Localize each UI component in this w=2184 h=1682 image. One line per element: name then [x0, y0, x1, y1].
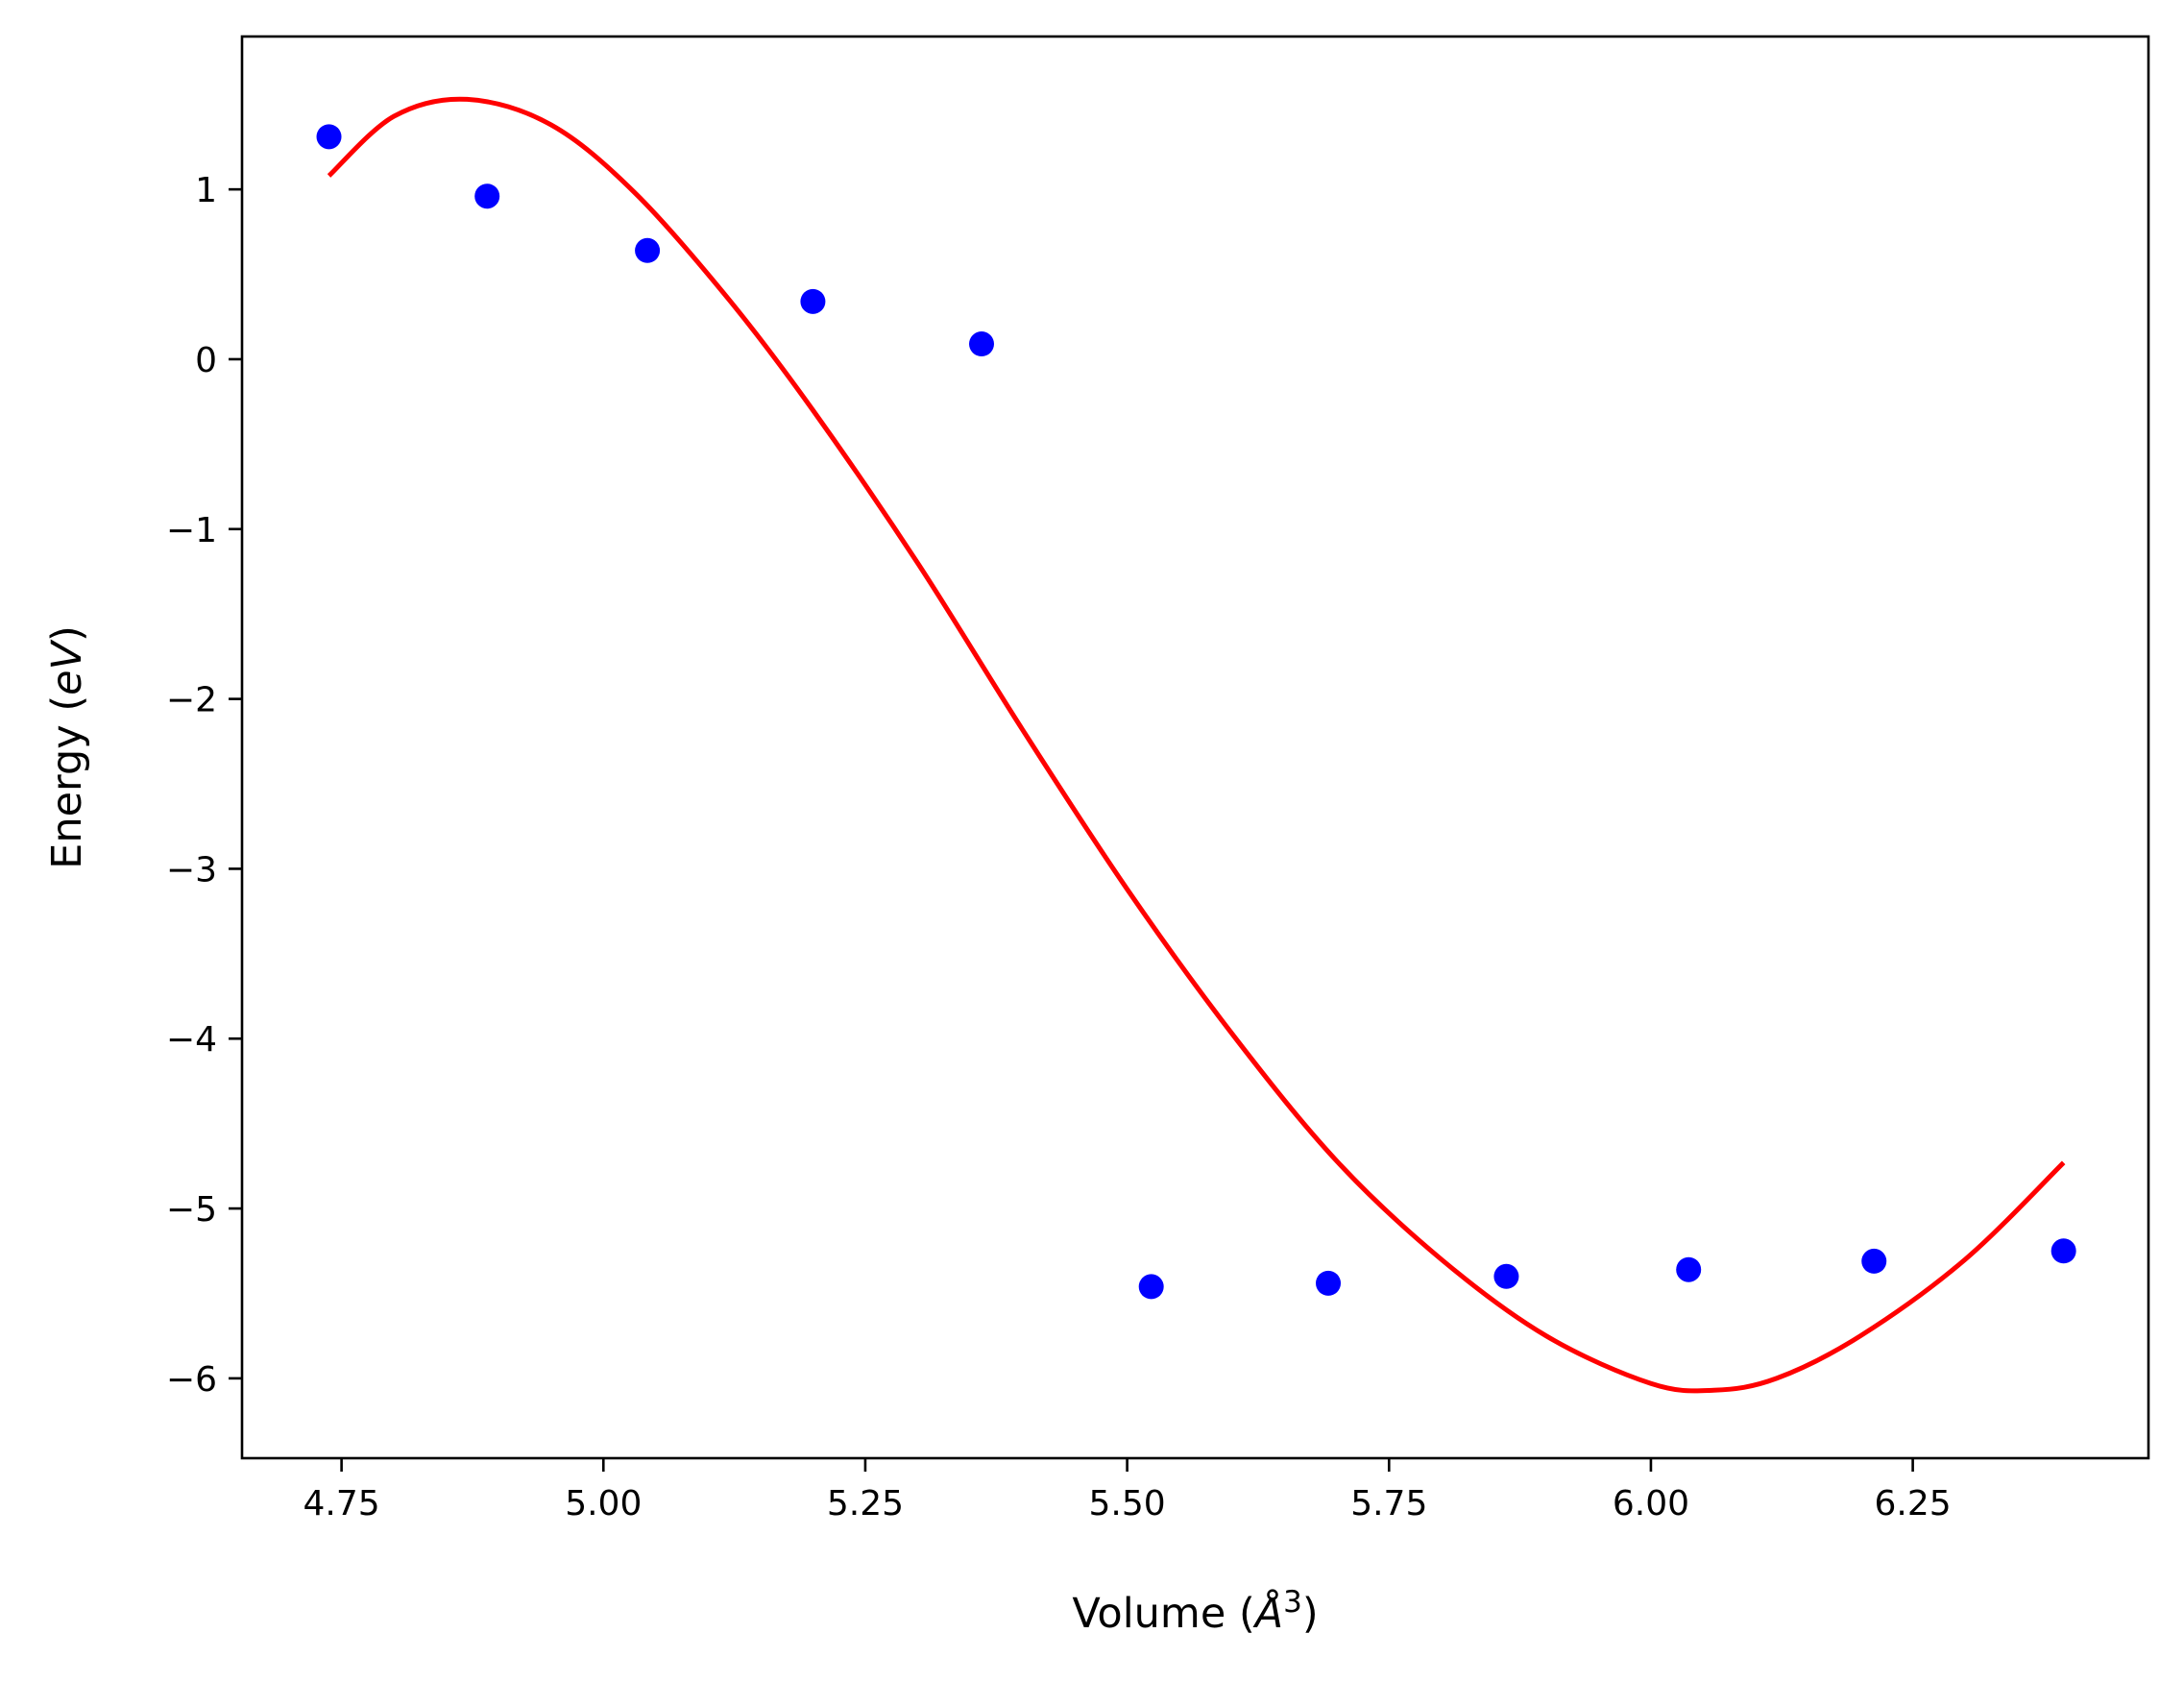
y-tick-label: 1 — [195, 171, 217, 210]
y-axis-label-suffix: ) — [43, 625, 91, 642]
x-tick-label: 5.25 — [827, 1484, 904, 1524]
y-tick-label: −6 — [166, 1360, 217, 1400]
x-tick-label: 6.25 — [1875, 1484, 1952, 1524]
data-point — [1861, 1248, 1887, 1274]
data-point — [474, 183, 500, 209]
y-tick-label: −3 — [166, 850, 217, 890]
y-axis-label: Energy (eV) — [43, 625, 91, 869]
axes: 4.75 5.00 5.25 5.50 5.75 6.00 6.25 1 0 −1 −2 −3 −4 −5… — [166, 171, 1952, 1524]
x-axis-label: Volume (Å3) — [1072, 1585, 1318, 1638]
y-tick-label: −2 — [166, 681, 217, 720]
data-point — [1138, 1274, 1164, 1300]
y-axis-label-prefix: Energy ( — [43, 695, 91, 869]
x-axis-label-exponent: 3 — [1283, 1585, 1302, 1620]
x-axis-label-unit: Å — [1252, 1589, 1283, 1638]
y-axis-label-unit: eV — [43, 639, 91, 695]
x-tick-label: 5.75 — [1350, 1484, 1427, 1524]
x-tick-label: 6.00 — [1613, 1484, 1689, 1524]
y-tick-label: −5 — [166, 1190, 217, 1230]
x-tick-label: 4.75 — [303, 1484, 380, 1524]
plot-frame — [240, 35, 2150, 1460]
x-tick-label: 5.50 — [1089, 1484, 1166, 1524]
data-point — [1316, 1270, 1342, 1296]
data-point — [969, 331, 995, 357]
y-tick-label: 0 — [195, 341, 217, 380]
data-point — [1493, 1263, 1519, 1289]
data-point — [800, 288, 826, 314]
y-tick-label: −1 — [166, 511, 217, 550]
plot-area — [316, 96, 2076, 1394]
data-point — [2051, 1238, 2076, 1264]
data-point — [1676, 1256, 1702, 1282]
data-point — [316, 124, 342, 150]
fit-curve-line — [327, 96, 2066, 1394]
x-axis-label-prefix: Volume ( — [1072, 1590, 1254, 1638]
data-point — [635, 237, 661, 263]
x-tick-label: 5.00 — [565, 1484, 642, 1524]
y-tick-label: −4 — [166, 1020, 217, 1060]
x-axis-label-suffix: ) — [1302, 1590, 1319, 1638]
